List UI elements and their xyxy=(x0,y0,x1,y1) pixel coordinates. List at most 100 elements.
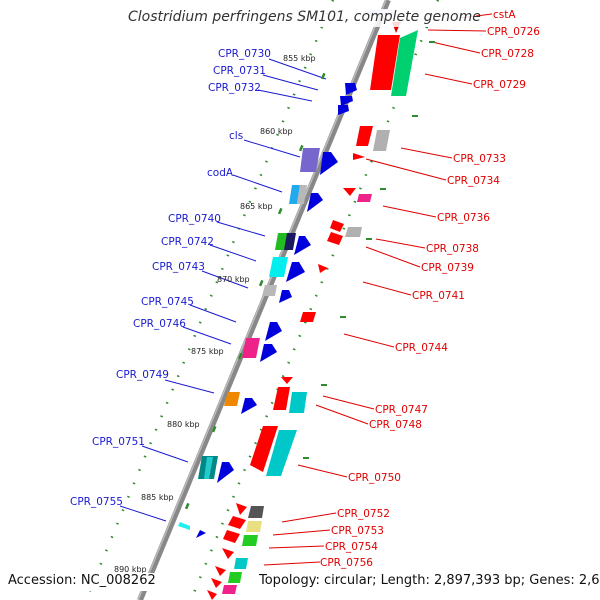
gene-arrow xyxy=(286,262,305,282)
gene-arrow xyxy=(289,392,307,413)
gene-label: CPR_0753 xyxy=(331,525,384,537)
gene-arrow xyxy=(300,312,316,322)
gene-arrow xyxy=(207,590,217,600)
gene-arrow xyxy=(340,96,353,106)
gene-arrow xyxy=(289,185,300,204)
gene-arrow xyxy=(215,566,226,576)
gene-arrow xyxy=(343,188,356,196)
tick-label: 865 kbp xyxy=(240,202,273,211)
gene-arrow xyxy=(223,530,240,543)
tick-label: 880 kbp xyxy=(167,420,200,429)
genes-left xyxy=(178,83,357,538)
gene-arrow xyxy=(330,220,344,232)
gene-label: CPR_0731 xyxy=(213,65,266,77)
gene-label: cls xyxy=(229,130,243,142)
right-leader-lines xyxy=(263,13,493,566)
gene-label: CPR_0726 xyxy=(487,26,540,38)
gene-label: CPR_0738 xyxy=(426,243,479,255)
gene-arrow xyxy=(242,535,258,546)
gene-label: CPR_0728 xyxy=(481,48,534,60)
gene-label: CPR_0749 xyxy=(116,369,169,381)
gene-arrow xyxy=(307,193,323,212)
gene-arrow xyxy=(353,153,365,160)
gene-arrow xyxy=(217,462,234,483)
gene-label: CPR_0743 xyxy=(152,261,205,273)
gene-arrow xyxy=(265,322,282,341)
tick-label: 860 kbp xyxy=(260,127,293,136)
gene-arrow xyxy=(318,264,328,273)
title-backing xyxy=(124,9,476,27)
gene-arrow xyxy=(260,344,277,362)
gene-arrow xyxy=(338,105,349,115)
gene-arrow xyxy=(246,521,262,532)
left-labels: CPR_0730 CPR_0731 CPR_0732 cls codA CPR_… xyxy=(70,48,271,508)
gene-label: CPR_0750 xyxy=(348,472,401,484)
gene-arrow xyxy=(373,130,390,151)
gene-label: CPR_0751 xyxy=(92,436,145,448)
gene-arrow xyxy=(241,398,257,414)
genes-right xyxy=(207,22,418,600)
tick-label: 890 kbp xyxy=(114,565,147,574)
gene-arrow xyxy=(327,232,343,245)
gene-arrow xyxy=(320,152,338,175)
footer-right-backing xyxy=(254,573,596,591)
gene-arrow xyxy=(234,558,248,569)
gene-label: CPR_0739 xyxy=(421,262,474,274)
tick-label: 855 kbp xyxy=(283,54,316,63)
gene-label: CPR_0748 xyxy=(369,419,422,431)
tick-label: 875 kbp xyxy=(191,347,224,356)
gene-arrow xyxy=(370,35,400,90)
tick-label: 870 kbp xyxy=(217,275,250,284)
left-leader-lines xyxy=(119,58,327,522)
gene-arrow xyxy=(262,285,277,296)
gene-arrow xyxy=(250,426,278,472)
gene-arrow xyxy=(236,503,247,515)
gene-arrow xyxy=(178,522,190,530)
gene-label: CPR_0755 xyxy=(70,496,123,508)
gene-label: CPR_0730 xyxy=(218,48,271,60)
gene-arrow xyxy=(222,548,234,559)
gene-arrow xyxy=(273,387,290,410)
gene-arrow xyxy=(345,83,357,95)
gene-arrow xyxy=(224,392,240,406)
gene-label: CPR_0729 xyxy=(473,79,526,91)
gene-label: CPR_0754 xyxy=(325,541,378,553)
gene-arrow xyxy=(300,148,320,172)
gene-arrow xyxy=(345,227,362,237)
gene-label: CPR_0747 xyxy=(375,404,428,416)
gene-label: CPR_0742 xyxy=(161,236,214,248)
gene-label: CPR_0734 xyxy=(447,175,500,187)
gene-arrow xyxy=(356,126,373,146)
gene-arrow xyxy=(266,430,297,476)
gene-label: codA xyxy=(207,167,234,179)
gene-label: CPR_0741 xyxy=(412,290,465,302)
gene-arrow xyxy=(297,185,307,204)
gene-arrow xyxy=(281,377,293,384)
gene-arrow xyxy=(357,194,372,202)
right-labels: cstA CPR_0726 CPR_0728 CPR_0729 CPR_0733… xyxy=(320,9,540,569)
gene-label: CPR_0744 xyxy=(395,342,448,354)
gene-arrow xyxy=(391,30,418,96)
gene-label: CPR_0745 xyxy=(141,296,194,308)
gene-label: CPR_0732 xyxy=(208,82,261,94)
gene-arrow xyxy=(228,572,242,583)
gene-label: CPR_0733 xyxy=(453,153,506,165)
gene-arrow xyxy=(269,257,288,277)
gene-label: CPR_0746 xyxy=(133,318,186,330)
tick-label: 885 kbp xyxy=(141,493,174,502)
gene-arrow xyxy=(279,290,292,303)
gene-arrow xyxy=(211,578,222,588)
footer-left-backing xyxy=(4,573,164,591)
gene-label: CPR_0740 xyxy=(168,213,221,225)
gene-label: CPR_0752 xyxy=(337,508,390,520)
tick-marks xyxy=(150,41,435,580)
gene-arrow xyxy=(248,506,264,518)
gene-arrow xyxy=(242,338,260,358)
gene-arrow xyxy=(228,516,246,529)
gene-arrow xyxy=(222,585,237,594)
gene-arrow xyxy=(196,530,206,538)
accession-text: Accession: NC_008262 xyxy=(8,573,156,588)
gene-label: cstA xyxy=(493,9,516,21)
gene-arrow xyxy=(294,236,311,255)
